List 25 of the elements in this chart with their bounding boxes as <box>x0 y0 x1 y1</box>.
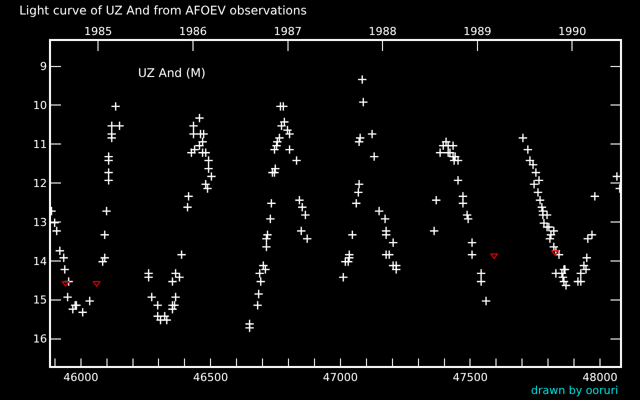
x-tick-label: 48000 <box>582 370 618 384</box>
y-tick-label: 13 <box>33 216 48 229</box>
y-tick-label: 16 <box>33 332 48 346</box>
text: drawn by ooruri <box>531 384 618 397</box>
y-tick-label: 10 <box>33 99 48 112</box>
x2-tick-label: 1987 <box>274 24 302 38</box>
x-tick-label: 46500 <box>193 370 228 384</box>
y-tick-label: 12 <box>33 176 48 190</box>
y-tick-label: 15 <box>33 294 48 307</box>
x2-tick-label: 1989 <box>463 24 492 38</box>
chart-title: Light curve of UZ And from AFOEV observations <box>19 3 307 18</box>
x2-tick-label: 1988 <box>368 24 397 38</box>
annotation: UZ And (M) <box>138 66 206 80</box>
x-tick-label: 47000 <box>322 370 358 384</box>
y-tick-label: 9 <box>40 60 48 74</box>
x-tick-label: 47500 <box>452 370 488 384</box>
x2-tick-label: 1985 <box>84 24 112 38</box>
point <box>61 280 70 287</box>
point <box>490 253 498 260</box>
y-tick-label: 14 <box>33 254 48 268</box>
x2-tick-label: 1990 <box>558 24 586 38</box>
x2-tick-label: 1986 <box>178 24 207 38</box>
y-tick-label: 11 <box>33 138 48 151</box>
point <box>92 280 101 287</box>
x-tick-label: 46000 <box>63 370 98 384</box>
